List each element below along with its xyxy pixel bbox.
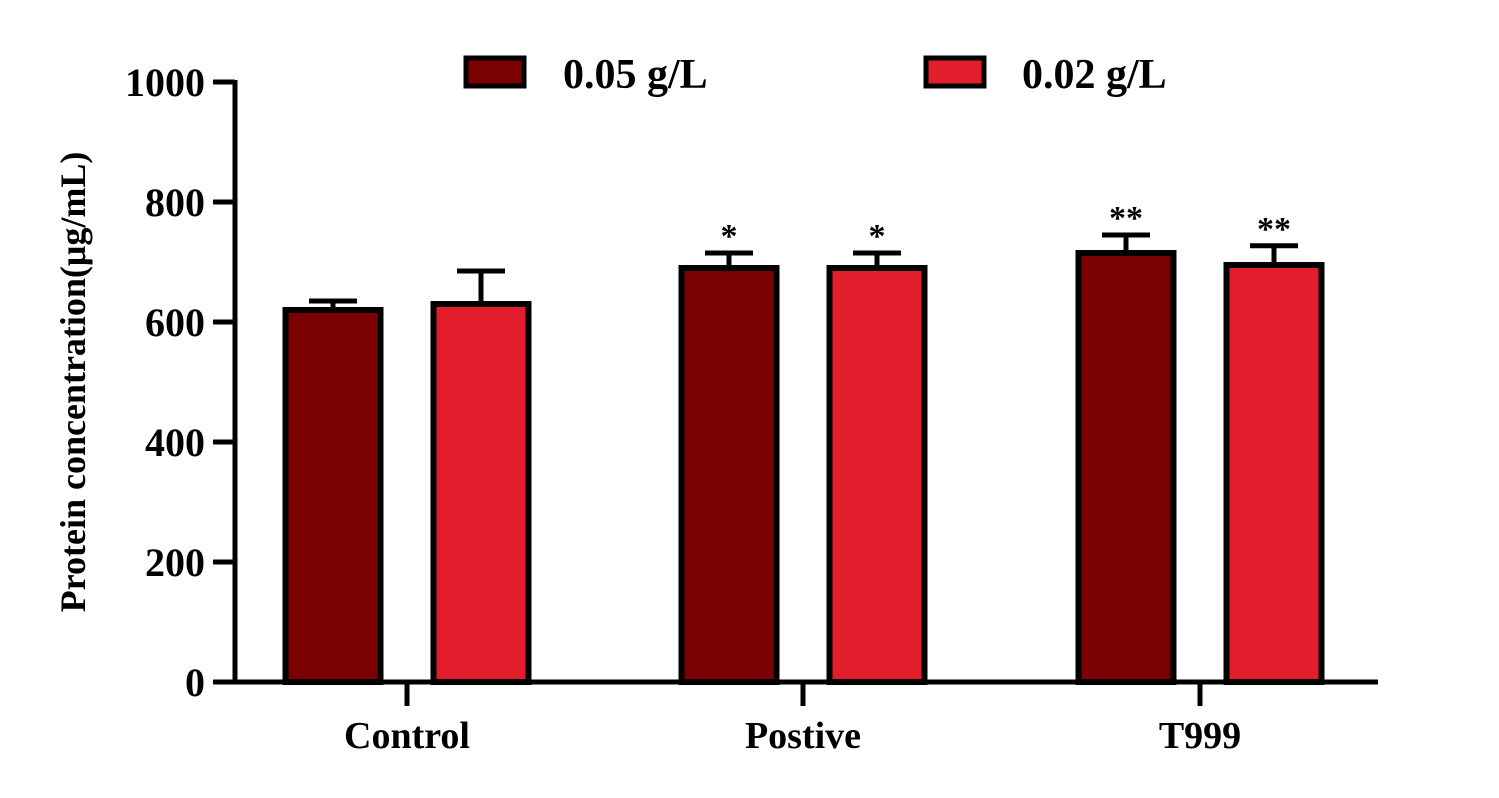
y-tick-label: 1000	[125, 60, 205, 105]
legend: 0.05 g/L 0.02 g/L	[463, 52, 1167, 98]
y-tick-label: 600	[145, 300, 205, 345]
y-tick-label: 400	[145, 420, 205, 465]
bar	[1075, 250, 1177, 685]
bar	[1223, 262, 1325, 685]
x-category-label: Postive	[745, 715, 861, 757]
bar	[430, 301, 532, 685]
bar	[282, 307, 384, 685]
axes: 0 200 400 600 800 1000 Control Postive T999	[125, 60, 1378, 757]
legend-label: 0.02 g/L	[1022, 52, 1167, 98]
y-tick-label: 200	[145, 540, 205, 585]
bar	[678, 265, 780, 685]
legend-label: 0.05 g/L	[563, 52, 708, 98]
y-tick-label: 0	[185, 660, 205, 705]
x-category-label: Control	[344, 715, 470, 757]
significance-label: **	[1257, 211, 1291, 248]
significance-label: **	[1109, 200, 1143, 237]
x-category-label: T999	[1159, 715, 1241, 757]
y-tick-label: 800	[145, 180, 205, 225]
significance-label: *	[721, 218, 738, 255]
y-axis-title: Protein concentration(μg/mL)	[53, 152, 93, 613]
legend-swatch	[463, 55, 527, 89]
bar	[826, 265, 928, 685]
plot-area: * * ** **	[282, 200, 1325, 685]
significance-label: *	[869, 218, 886, 255]
legend-swatch	[923, 55, 987, 89]
